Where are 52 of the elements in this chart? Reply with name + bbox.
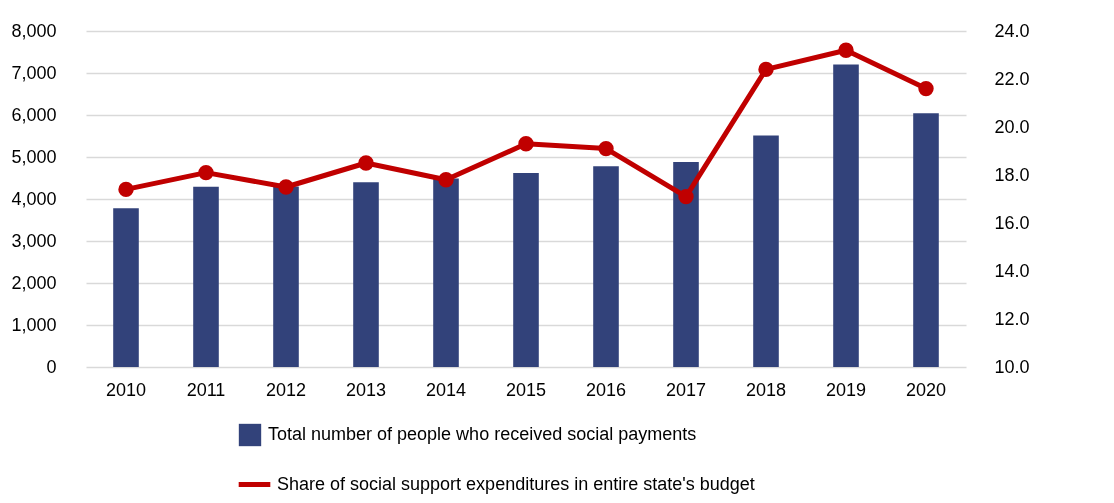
- bar: [833, 64, 859, 367]
- y2-tick-label: 22.0: [994, 68, 1030, 89]
- y2-tick-label: 14.0: [994, 260, 1030, 281]
- point: [918, 80, 934, 97]
- point: [358, 155, 374, 171]
- y-tick-label: 0: [46, 356, 57, 377]
- y-tick-label: 5,000: [11, 146, 57, 167]
- x-tick-label: 2012: [265, 379, 307, 400]
- bar: [113, 208, 139, 367]
- y2-tick-label: 24.0: [994, 20, 1030, 41]
- bar: [513, 172, 539, 367]
- y-tick-label: 1,000: [11, 314, 57, 335]
- bar: [913, 113, 939, 367]
- point: [838, 42, 854, 58]
- point: [118, 181, 134, 198]
- y-tick-label: 4,000: [11, 188, 57, 209]
- point: [198, 164, 214, 181]
- x-tick-label: 2017: [665, 379, 707, 400]
- x-tick-label: 2016: [585, 379, 627, 400]
- y2-tick-label: 16.0: [994, 212, 1030, 233]
- bar: [673, 162, 699, 367]
- x-tick-label: 2020: [905, 379, 947, 400]
- y2-tick-label: 18.0: [994, 164, 1030, 185]
- legend-label: Total number of people who received social payments: [268, 424, 697, 444]
- point: [598, 140, 614, 157]
- x-tick-label: 2013: [345, 379, 387, 400]
- point: [678, 188, 694, 205]
- y-tick-label: 6,000: [11, 104, 57, 125]
- y2-tick-label: 12.0: [994, 308, 1030, 329]
- legend-label: Share of social support expenditures in entire state's budget: [277, 473, 755, 494]
- point: [278, 179, 294, 195]
- x-tick-label: 2015: [505, 379, 547, 400]
- y-tick-label: 7,000: [11, 62, 57, 83]
- bar: [273, 186, 299, 367]
- y-tick-label: 8,000: [11, 20, 57, 41]
- bar: [433, 178, 459, 367]
- bar: [193, 186, 219, 367]
- point: [518, 136, 534, 152]
- bar: [753, 135, 779, 367]
- bar: [593, 166, 619, 367]
- x-tick-label: 2014: [425, 379, 467, 400]
- point: [758, 61, 774, 78]
- y2-tick-label: 20.0: [994, 116, 1030, 137]
- x-tick-label: 2010: [105, 379, 147, 400]
- y2-tick-label: 10.0: [994, 356, 1030, 377]
- bar: [353, 182, 379, 367]
- point: [438, 172, 454, 188]
- x-tick-label: 2019: [825, 379, 867, 400]
- x-tick-label: 2011: [186, 379, 226, 400]
- x-tick-label: 2018: [745, 379, 787, 400]
- y-tick-label: 2,000: [11, 272, 57, 293]
- y-tick-label: 3,000: [11, 230, 57, 251]
